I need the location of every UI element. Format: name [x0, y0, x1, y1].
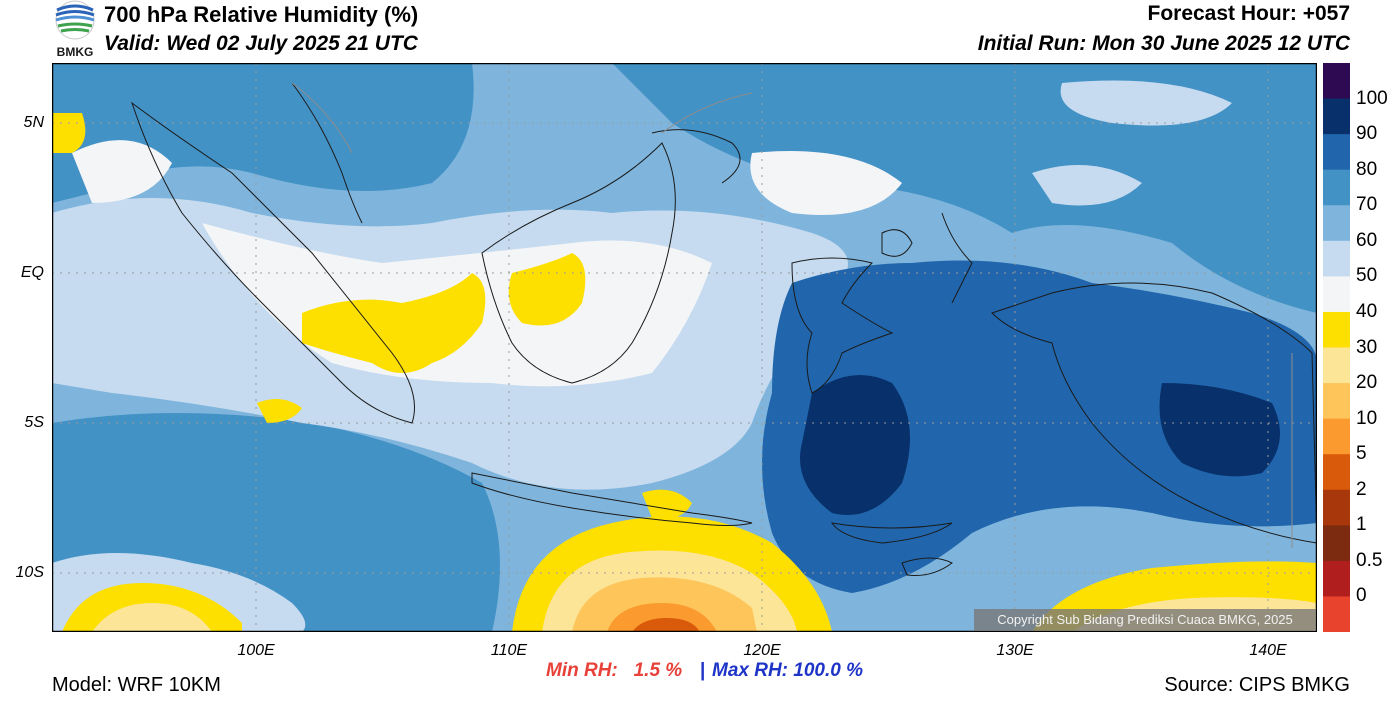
- bmkg-logo: BMKG: [51, 0, 99, 60]
- chart-title: 700 hPa Relative Humidity (%): [104, 2, 419, 27]
- max-rh: Max RH: 100.0 %: [712, 660, 864, 681]
- lon-label-140e: 140E: [1249, 642, 1287, 659]
- colorbar-swatch: [1323, 418, 1350, 455]
- source-label: Source: CIPS BMKG: [1164, 674, 1350, 696]
- coastlines: [131, 82, 1317, 576]
- colorbar-swatch: [1323, 311, 1350, 348]
- min-rh: Min RH: 1.5 %: [546, 660, 683, 681]
- colorbar-label: 5: [1356, 443, 1367, 465]
- colorbar-swatch: [1323, 596, 1350, 633]
- lat-label-10s: 10S: [15, 564, 44, 581]
- colorbar-swatch: [1323, 134, 1350, 171]
- colorbar-label: 0: [1356, 585, 1367, 607]
- lon-label-110e: 110E: [490, 642, 528, 659]
- colorbar-label: 0.5: [1356, 549, 1383, 571]
- lon-label-130e: 130E: [996, 642, 1034, 659]
- colorbar-label: 30: [1356, 336, 1378, 358]
- colorbar-label: 40: [1356, 300, 1378, 322]
- colorbar-label: 100: [1356, 87, 1388, 109]
- valid-time: Valid: Wed 02 July 2025 21 UTC: [104, 32, 418, 55]
- lat-label-5s: 5S: [24, 414, 44, 431]
- colorbar-label: 50: [1356, 265, 1378, 287]
- colorbar-swatch: [1323, 63, 1350, 100]
- colorbar-swatch: [1323, 169, 1350, 206]
- colorbar-label: 20: [1356, 372, 1378, 394]
- colorbar-swatch: [1323, 454, 1350, 491]
- colorbar-label: 80: [1356, 158, 1378, 180]
- colorbar-swatch: [1323, 560, 1350, 597]
- colorbar-swatch: [1323, 276, 1350, 313]
- model-label: Model: WRF 10KM: [52, 674, 221, 696]
- copyright-notice: Copyright Sub Bidang Prediksi Cuaca BMKG…: [974, 609, 1316, 631]
- colorbar: [1323, 63, 1350, 633]
- lon-label-120e: 120E: [743, 642, 781, 659]
- colorbar-swatch: [1323, 205, 1350, 242]
- colorbar-swatch: [1323, 383, 1350, 420]
- stats-separator: |: [700, 660, 706, 681]
- lat-label-5n: 5N: [23, 114, 44, 131]
- colorbar-label: 90: [1356, 123, 1378, 145]
- lat-label-eq: EQ: [20, 264, 44, 281]
- logo-text: BMKG: [57, 45, 94, 59]
- map-frame: [51, 62, 1318, 633]
- colorbar-label: 10: [1356, 407, 1378, 429]
- colorbar-swatch: [1323, 240, 1350, 277]
- colorbar-swatch: [1323, 347, 1350, 384]
- humidity-field: [52, 63, 1317, 632]
- colorbar-label: 60: [1356, 229, 1378, 251]
- lon-label-100e: 100E: [237, 642, 275, 659]
- colorbar-swatch: [1323, 98, 1350, 135]
- humidity-map: [51, 62, 1318, 633]
- grid-lines: [52, 63, 1317, 632]
- colorbar-label: 2: [1356, 478, 1367, 500]
- forecast-hour: Forecast Hour: +057: [1147, 2, 1351, 25]
- colorbar-swatch: [1323, 525, 1350, 562]
- colorbar-label: 70: [1356, 194, 1378, 216]
- colorbar-label: 1: [1356, 514, 1367, 536]
- colorbar-swatch: [1323, 489, 1350, 526]
- borders: [291, 82, 1293, 548]
- initial-run: Initial Run: Mon 30 June 2025 12 UTC: [977, 32, 1350, 55]
